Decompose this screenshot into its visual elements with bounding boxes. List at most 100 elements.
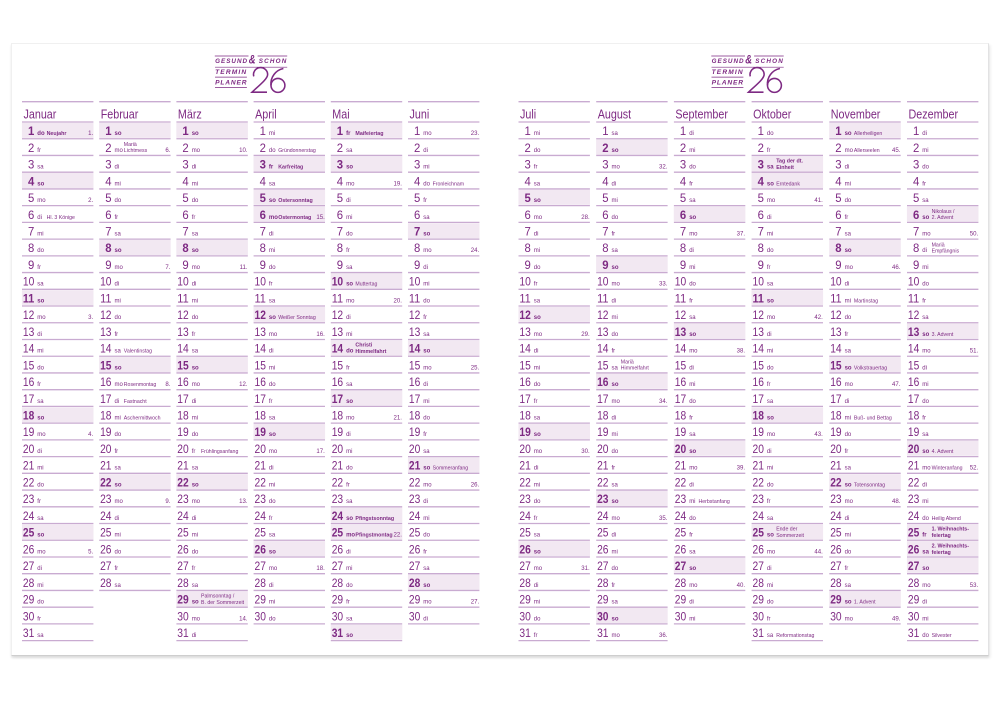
svg-text:di: di	[37, 449, 42, 455]
svg-text:mi: mi	[767, 231, 773, 237]
svg-text:mi: mi	[192, 533, 198, 539]
svg-text:21: 21	[23, 459, 35, 473]
svg-text:sa: sa	[845, 231, 852, 237]
svg-text:do: do	[767, 482, 774, 488]
svg-text:so: so	[115, 131, 122, 137]
svg-text:12: 12	[597, 308, 609, 322]
svg-text:mo: mo	[767, 315, 776, 321]
svg-text:di: di	[346, 315, 351, 321]
svg-text:fr: fr	[767, 616, 771, 622]
svg-text:26: 26	[830, 542, 842, 556]
svg-text:Maifeiertag: Maifeiertag	[355, 131, 384, 137]
svg-text:30: 30	[519, 609, 531, 623]
svg-text:15: 15	[332, 358, 344, 372]
svg-text:19: 19	[23, 425, 35, 439]
svg-text:so: so	[192, 482, 199, 488]
svg-text:di: di	[115, 282, 120, 288]
svg-text:di: di	[845, 399, 850, 405]
svg-text:1: 1	[28, 124, 35, 138]
svg-text:2: 2	[602, 141, 609, 155]
svg-text:14: 14	[753, 342, 765, 356]
svg-text:27: 27	[519, 559, 531, 573]
svg-text:10: 10	[409, 275, 421, 289]
svg-text:do: do	[269, 148, 276, 154]
svg-text:sa: sa	[346, 382, 353, 388]
svg-text:do: do	[115, 198, 122, 204]
svg-text:4: 4	[525, 174, 532, 188]
svg-text:di: di	[534, 583, 539, 589]
svg-text:17: 17	[908, 392, 920, 406]
svg-text:25.: 25.	[471, 364, 480, 371]
svg-text:1: 1	[182, 124, 189, 138]
svg-text:Rosenmontag: Rosenmontag	[124, 382, 156, 388]
svg-text:8: 8	[758, 241, 765, 255]
svg-text:7: 7	[182, 224, 189, 238]
svg-text:11: 11	[177, 291, 189, 305]
svg-text:28: 28	[23, 576, 35, 590]
svg-text:24: 24	[23, 509, 35, 523]
svg-text:mo: mo	[269, 566, 278, 572]
svg-text:Reformationstag: Reformationstag	[776, 633, 814, 639]
svg-text:6: 6	[28, 208, 35, 222]
svg-text:3: 3	[602, 158, 609, 172]
svg-text:27: 27	[23, 559, 35, 573]
svg-text:fr: fr	[115, 332, 119, 338]
svg-text:Martinstag: Martinstag	[854, 298, 878, 304]
svg-text:do: do	[269, 616, 276, 622]
svg-text:1: 1	[602, 124, 609, 138]
svg-text:2: 2	[182, 141, 189, 155]
svg-text:20: 20	[177, 442, 189, 456]
svg-text:fr: fr	[534, 633, 538, 639]
svg-text:27: 27	[597, 559, 609, 573]
svg-text:11: 11	[675, 291, 687, 305]
svg-text:di: di	[689, 482, 694, 488]
svg-text:sa: sa	[423, 215, 430, 221]
svg-text:fr: fr	[115, 449, 119, 455]
svg-text:mi: mi	[689, 382, 695, 388]
svg-text:12: 12	[409, 308, 421, 322]
svg-text:10: 10	[332, 275, 344, 289]
svg-text:SCHON: SCHON	[755, 58, 783, 65]
svg-text:do: do	[423, 298, 430, 304]
svg-text:17: 17	[597, 392, 609, 406]
svg-text:12: 12	[100, 308, 112, 322]
svg-text:mi: mi	[192, 181, 198, 187]
svg-text:so: so	[115, 365, 122, 371]
svg-text:25: 25	[753, 526, 765, 540]
svg-text:19: 19	[409, 425, 421, 439]
svg-text:mi: mi	[346, 332, 352, 338]
svg-text:26: 26	[597, 542, 609, 556]
svg-text:26: 26	[519, 542, 531, 556]
svg-text:mi: mi	[37, 466, 43, 472]
svg-text:mi: mi	[922, 499, 928, 505]
svg-text:28: 28	[100, 576, 112, 590]
svg-text:mo: mo	[534, 332, 543, 338]
svg-text:20: 20	[332, 442, 344, 456]
svg-text:23: 23	[908, 492, 920, 506]
svg-text:2.: 2.	[88, 197, 93, 204]
svg-text:Oktober: Oktober	[753, 107, 791, 121]
svg-text:do: do	[115, 432, 122, 438]
svg-text:42.: 42.	[814, 314, 823, 321]
svg-text:11: 11	[519, 291, 531, 305]
svg-text:mi: mi	[534, 131, 540, 137]
svg-text:26: 26	[409, 542, 421, 556]
svg-text:sa: sa	[922, 432, 929, 438]
svg-text:12: 12	[908, 308, 920, 322]
svg-text:di: di	[192, 516, 197, 522]
svg-text:sa: sa	[346, 148, 353, 154]
svg-text:19: 19	[255, 425, 267, 439]
svg-text:3: 3	[337, 158, 344, 172]
svg-text:&: &	[745, 53, 752, 66]
svg-text:so: so	[767, 181, 774, 187]
svg-text:mi: mi	[922, 265, 928, 271]
svg-text:5.: 5.	[88, 548, 93, 555]
svg-text:25: 25	[597, 526, 609, 540]
svg-text:di: di	[37, 332, 42, 338]
svg-text:Allerheiligen: Allerheiligen	[854, 131, 882, 137]
svg-text:September: September	[675, 107, 728, 121]
svg-text:8.: 8.	[165, 381, 170, 388]
svg-text:März: März	[178, 107, 202, 121]
svg-text:20: 20	[100, 442, 112, 456]
svg-text:22: 22	[597, 475, 609, 489]
